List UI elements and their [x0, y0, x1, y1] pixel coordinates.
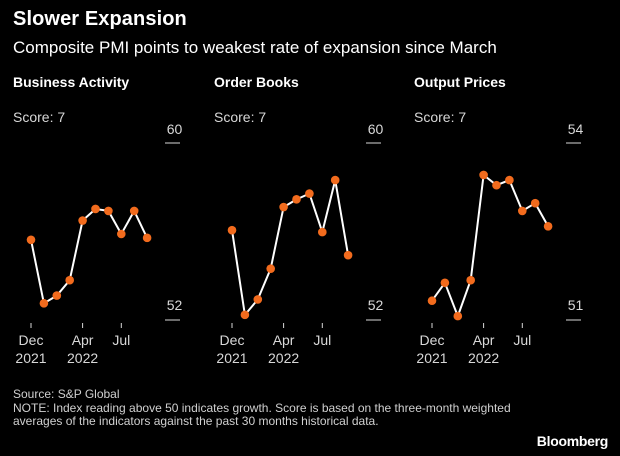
- panel-business-activity: Business Activity Score: 7 60 52 Dec 2021 Ap…: [13, 74, 213, 374]
- x-axis-tick-label: Dec: [420, 332, 445, 348]
- series-line: [231, 179, 350, 316]
- y-axis-min-label: 52: [368, 297, 384, 313]
- line-chart-output-prices: 54 51 Dec 2021 Apr 2022 Jul: [416, 121, 584, 366]
- x-axis-tick-label: Dec: [220, 332, 245, 348]
- data-point: [530, 198, 540, 208]
- data-point: [318, 227, 327, 237]
- panel-score: Score: 7: [214, 109, 267, 125]
- panel-title: Order Books: [214, 74, 299, 90]
- data-point: [91, 204, 100, 214]
- panel-score: Score: 7: [13, 109, 66, 125]
- data-point: [330, 175, 340, 185]
- x-axis-tick-label: Apr: [473, 332, 495, 348]
- data-point: [129, 206, 139, 216]
- y-axis-max-label: 60: [368, 121, 384, 137]
- panel-order-books: Order Books Score: 7 60 52 Dec 2021 Apr 2022 J…: [214, 74, 414, 374]
- data-point: [78, 216, 87, 225]
- data-point: [518, 206, 527, 216]
- x-axis-tick-year-label: 2021: [15, 350, 46, 366]
- panel-score: Score: 7: [414, 109, 467, 125]
- data-point: [505, 175, 514, 185]
- data-point: [543, 222, 553, 231]
- data-point: [305, 189, 314, 198]
- panel-title: Business Activity: [13, 74, 130, 90]
- y-axis-max-label: 54: [568, 121, 584, 137]
- methodology-note: NOTE: Index reading above 50 indicates g…: [13, 400, 511, 428]
- data-point: [26, 235, 36, 245]
- line-chart-business-activity: 60 52 Dec 2021 Apr 2022 Jul: [15, 121, 183, 366]
- chart-subtitle: Composite PMI points to weakest rate of …: [13, 38, 497, 57]
- data-point: [227, 225, 237, 235]
- data-point: [253, 295, 263, 304]
- data-point: [52, 291, 62, 300]
- x-axis-tick-year-label: 2022: [268, 350, 299, 366]
- x-axis-tick-label: Apr: [72, 332, 94, 348]
- data-point: [427, 296, 437, 306]
- data-point: [492, 180, 501, 190]
- data-point: [479, 170, 488, 180]
- data-point: [142, 233, 152, 243]
- data-point: [266, 264, 275, 273]
- x-axis-tick-label: Dec: [19, 332, 44, 348]
- series-line: [30, 208, 149, 305]
- line-chart-order-books: 60 52 Dec 2021 Apr 2022 Jul: [216, 121, 384, 366]
- x-axis-tick-year-label: 2022: [67, 350, 98, 366]
- x-axis-tick-label: Jul: [313, 332, 331, 348]
- x-axis-tick-label: Jul: [513, 332, 531, 348]
- data-point: [453, 311, 463, 321]
- y-axis-min-label: 51: [568, 297, 584, 313]
- data-point: [466, 275, 475, 285]
- bloomberg-logo: Bloomberg: [536, 433, 609, 449]
- data-point: [292, 195, 301, 204]
- data-point: [240, 310, 250, 320]
- data-point: [104, 206, 113, 216]
- data-point: [279, 202, 288, 212]
- x-axis-tick-year-label: 2022: [468, 350, 499, 366]
- panel-title: Output Prices: [414, 74, 506, 90]
- data-point: [343, 250, 353, 260]
- x-axis-tick-label: Apr: [273, 332, 295, 348]
- data-point: [65, 275, 74, 285]
- chart-title: Slower Expansion: [13, 8, 187, 30]
- x-axis-tick-year-label: 2021: [216, 350, 247, 366]
- y-axis-min-label: 52: [167, 297, 183, 313]
- panel-output-prices: Output Prices Score: 7 54 51 Dec 2021 Apr 202…: [414, 74, 614, 374]
- data-point: [39, 299, 49, 308]
- y-axis-max-label: 60: [167, 121, 183, 137]
- footer: Source: S&P Global NOTE: Index reading a…: [13, 387, 533, 429]
- x-axis-tick-year-label: 2021: [416, 350, 447, 366]
- data-point: [440, 278, 450, 288]
- source-note: Source: S&P Global: [13, 387, 120, 401]
- series-line: [431, 174, 549, 318]
- data-point: [117, 229, 126, 239]
- x-axis-tick-label: Jul: [112, 332, 130, 348]
